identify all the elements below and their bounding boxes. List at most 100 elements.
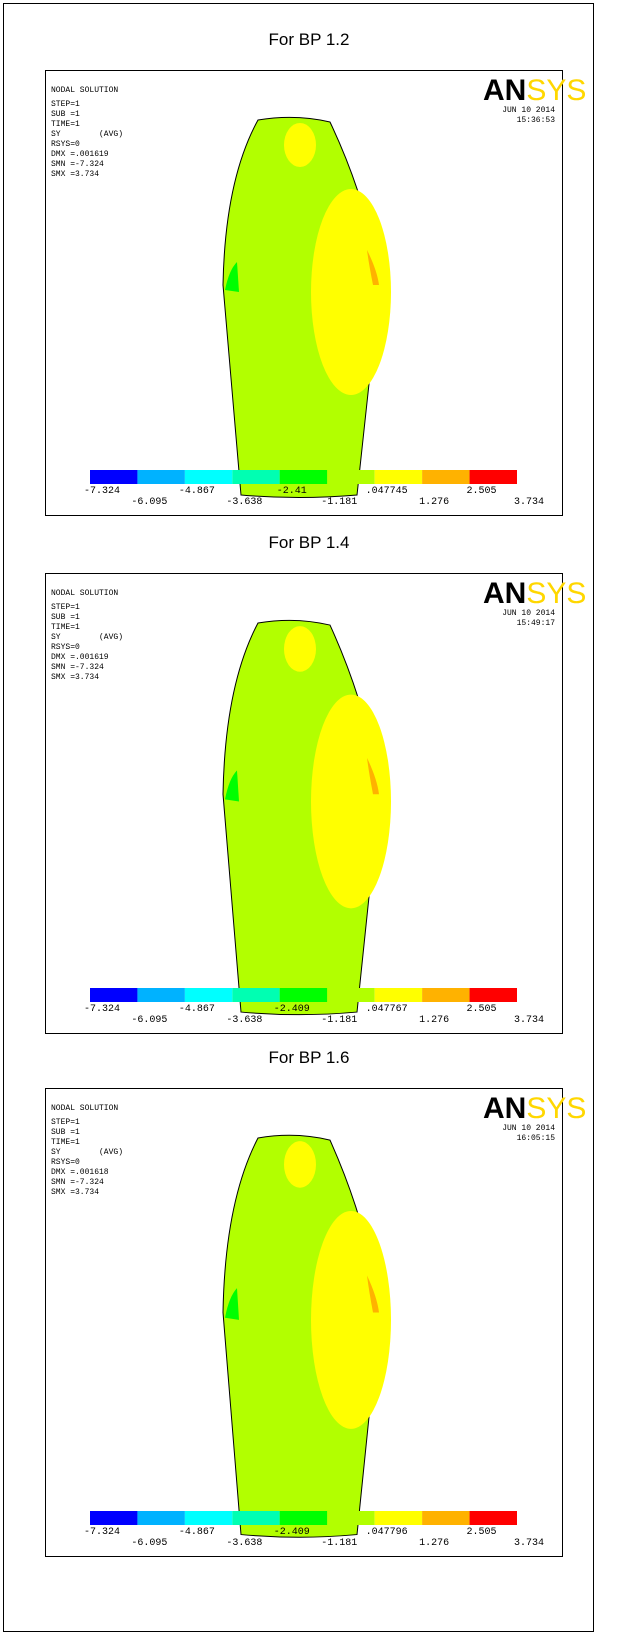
legend-label: -1.181 [321,1538,357,1549]
info-line: STEP=1 [51,603,80,612]
stress-zone [311,695,391,909]
legend-label: -4.867 [179,486,215,497]
info-line: SY (AVG) [51,1148,123,1157]
stress-zone [284,123,316,167]
legend-swatch [232,1511,279,1525]
legend-label: -6.095 [131,1015,167,1026]
logo: ANSYS [483,74,586,107]
info-line: DMX =.001618 [51,1168,109,1177]
stress-zone [284,1141,316,1188]
legend-label: -4.867 [179,1004,215,1015]
logo-right: SYS [526,577,586,610]
legend-swatch [280,988,327,1002]
legend-label: -2.409 [274,1004,310,1015]
date: JUN 10 2014 [502,609,555,618]
legend-swatch [137,470,184,484]
legend-swatch [280,470,327,484]
stress-zone [311,189,391,395]
legend-swatch [280,1511,327,1525]
legend-label: -6.095 [131,497,167,508]
info-line: DMX =.001619 [51,150,109,159]
info-line: SY (AVG) [51,633,123,642]
legend-swatch [327,470,374,484]
legend-label: .047767 [366,1004,408,1015]
info-line: SUB =1 [51,1128,80,1137]
info-line: STEP=1 [51,1118,80,1127]
logo-right: SYS [526,74,586,107]
legend-swatch [327,1511,374,1525]
date: JUN 10 2014 [502,1124,555,1133]
legend-label: -4.867 [179,1527,215,1538]
legend-label: 1.276 [419,1015,449,1026]
caption: For BP 1.6 [269,1048,350,1067]
legend-swatch [185,470,232,484]
legend-label: -7.324 [84,486,120,497]
logo: ANSYS [483,1092,586,1125]
logo: ANSYS [483,577,586,610]
legend-swatch [422,988,469,1002]
info-line: RSYS=0 [51,643,80,652]
logo-left: AN [483,1092,526,1125]
legend-label: 1.276 [419,1538,449,1549]
legend-swatch [327,988,374,1002]
stress-zone [311,1211,391,1429]
legend-label: .047745 [366,486,408,497]
info-line: RSYS=0 [51,1158,80,1167]
legend-label: .047796 [366,1527,408,1538]
info-line: SMX =3.734 [51,673,99,682]
legend-swatch [375,470,422,484]
time: 15:49:17 [517,619,556,628]
legend-swatch [375,1511,422,1525]
legend-label: 2.505 [467,1004,497,1015]
legend-label: -2.409 [274,1527,310,1538]
legend-swatch [470,470,517,484]
legend-swatch [90,1511,137,1525]
plot-panel: NODAL SOLUTIONSTEP=1SUB =1TIME=1SY (AVG)… [46,574,587,1034]
legend-label: 1.276 [419,497,449,508]
info-line: SMN =-7.324 [51,160,104,169]
legend-label: -3.638 [226,1538,262,1549]
legend-swatch [90,470,137,484]
info-line: STEP=1 [51,100,80,109]
legend-label: -1.181 [321,497,357,508]
stress-zone [284,626,316,672]
legend-label: 3.734 [514,1015,544,1026]
logo-right: SYS [526,1092,586,1125]
legend-swatch [90,988,137,1002]
legend-swatch [422,470,469,484]
info-line: TIME=1 [51,1138,80,1147]
legend-label: -6.095 [131,1538,167,1549]
legend-label: -1.181 [321,1015,357,1026]
info-line: SY (AVG) [51,130,123,139]
caption: For BP 1.2 [269,30,350,49]
date: JUN 10 2014 [502,106,555,115]
info-line: TIME=1 [51,623,80,632]
info-line: DMX =.001619 [51,653,109,662]
info-line: SMX =3.734 [51,1188,99,1197]
info-line: SMN =-7.324 [51,663,104,672]
legend-label: 3.734 [514,497,544,508]
time: 16:05:15 [517,1134,556,1143]
legend-swatch [422,1511,469,1525]
legend-label: -7.324 [84,1527,120,1538]
legend-label: 2.505 [467,486,497,497]
legend-label: -7.324 [84,1004,120,1015]
info-line: TIME=1 [51,120,80,129]
figure: For BP 1.2NODAL SOLUTIONSTEP=1SUB =1TIME… [0,0,619,1637]
info-line: SMN =-7.324 [51,1178,104,1187]
caption: For BP 1.4 [269,533,350,552]
info-line: SUB =1 [51,613,80,622]
legend-swatch [232,470,279,484]
legend-swatch [137,1511,184,1525]
info-line: SUB =1 [51,110,80,119]
info-line: RSYS=0 [51,140,80,149]
legend-swatch [232,988,279,1002]
legend-label: 3.734 [514,1538,544,1549]
info-line: SMX =3.734 [51,170,99,179]
legend-swatch [185,1511,232,1525]
legend-swatch [470,1511,517,1525]
logo-left: AN [483,577,526,610]
legend-swatch [470,988,517,1002]
plot-title: NODAL SOLUTION [51,1104,118,1113]
